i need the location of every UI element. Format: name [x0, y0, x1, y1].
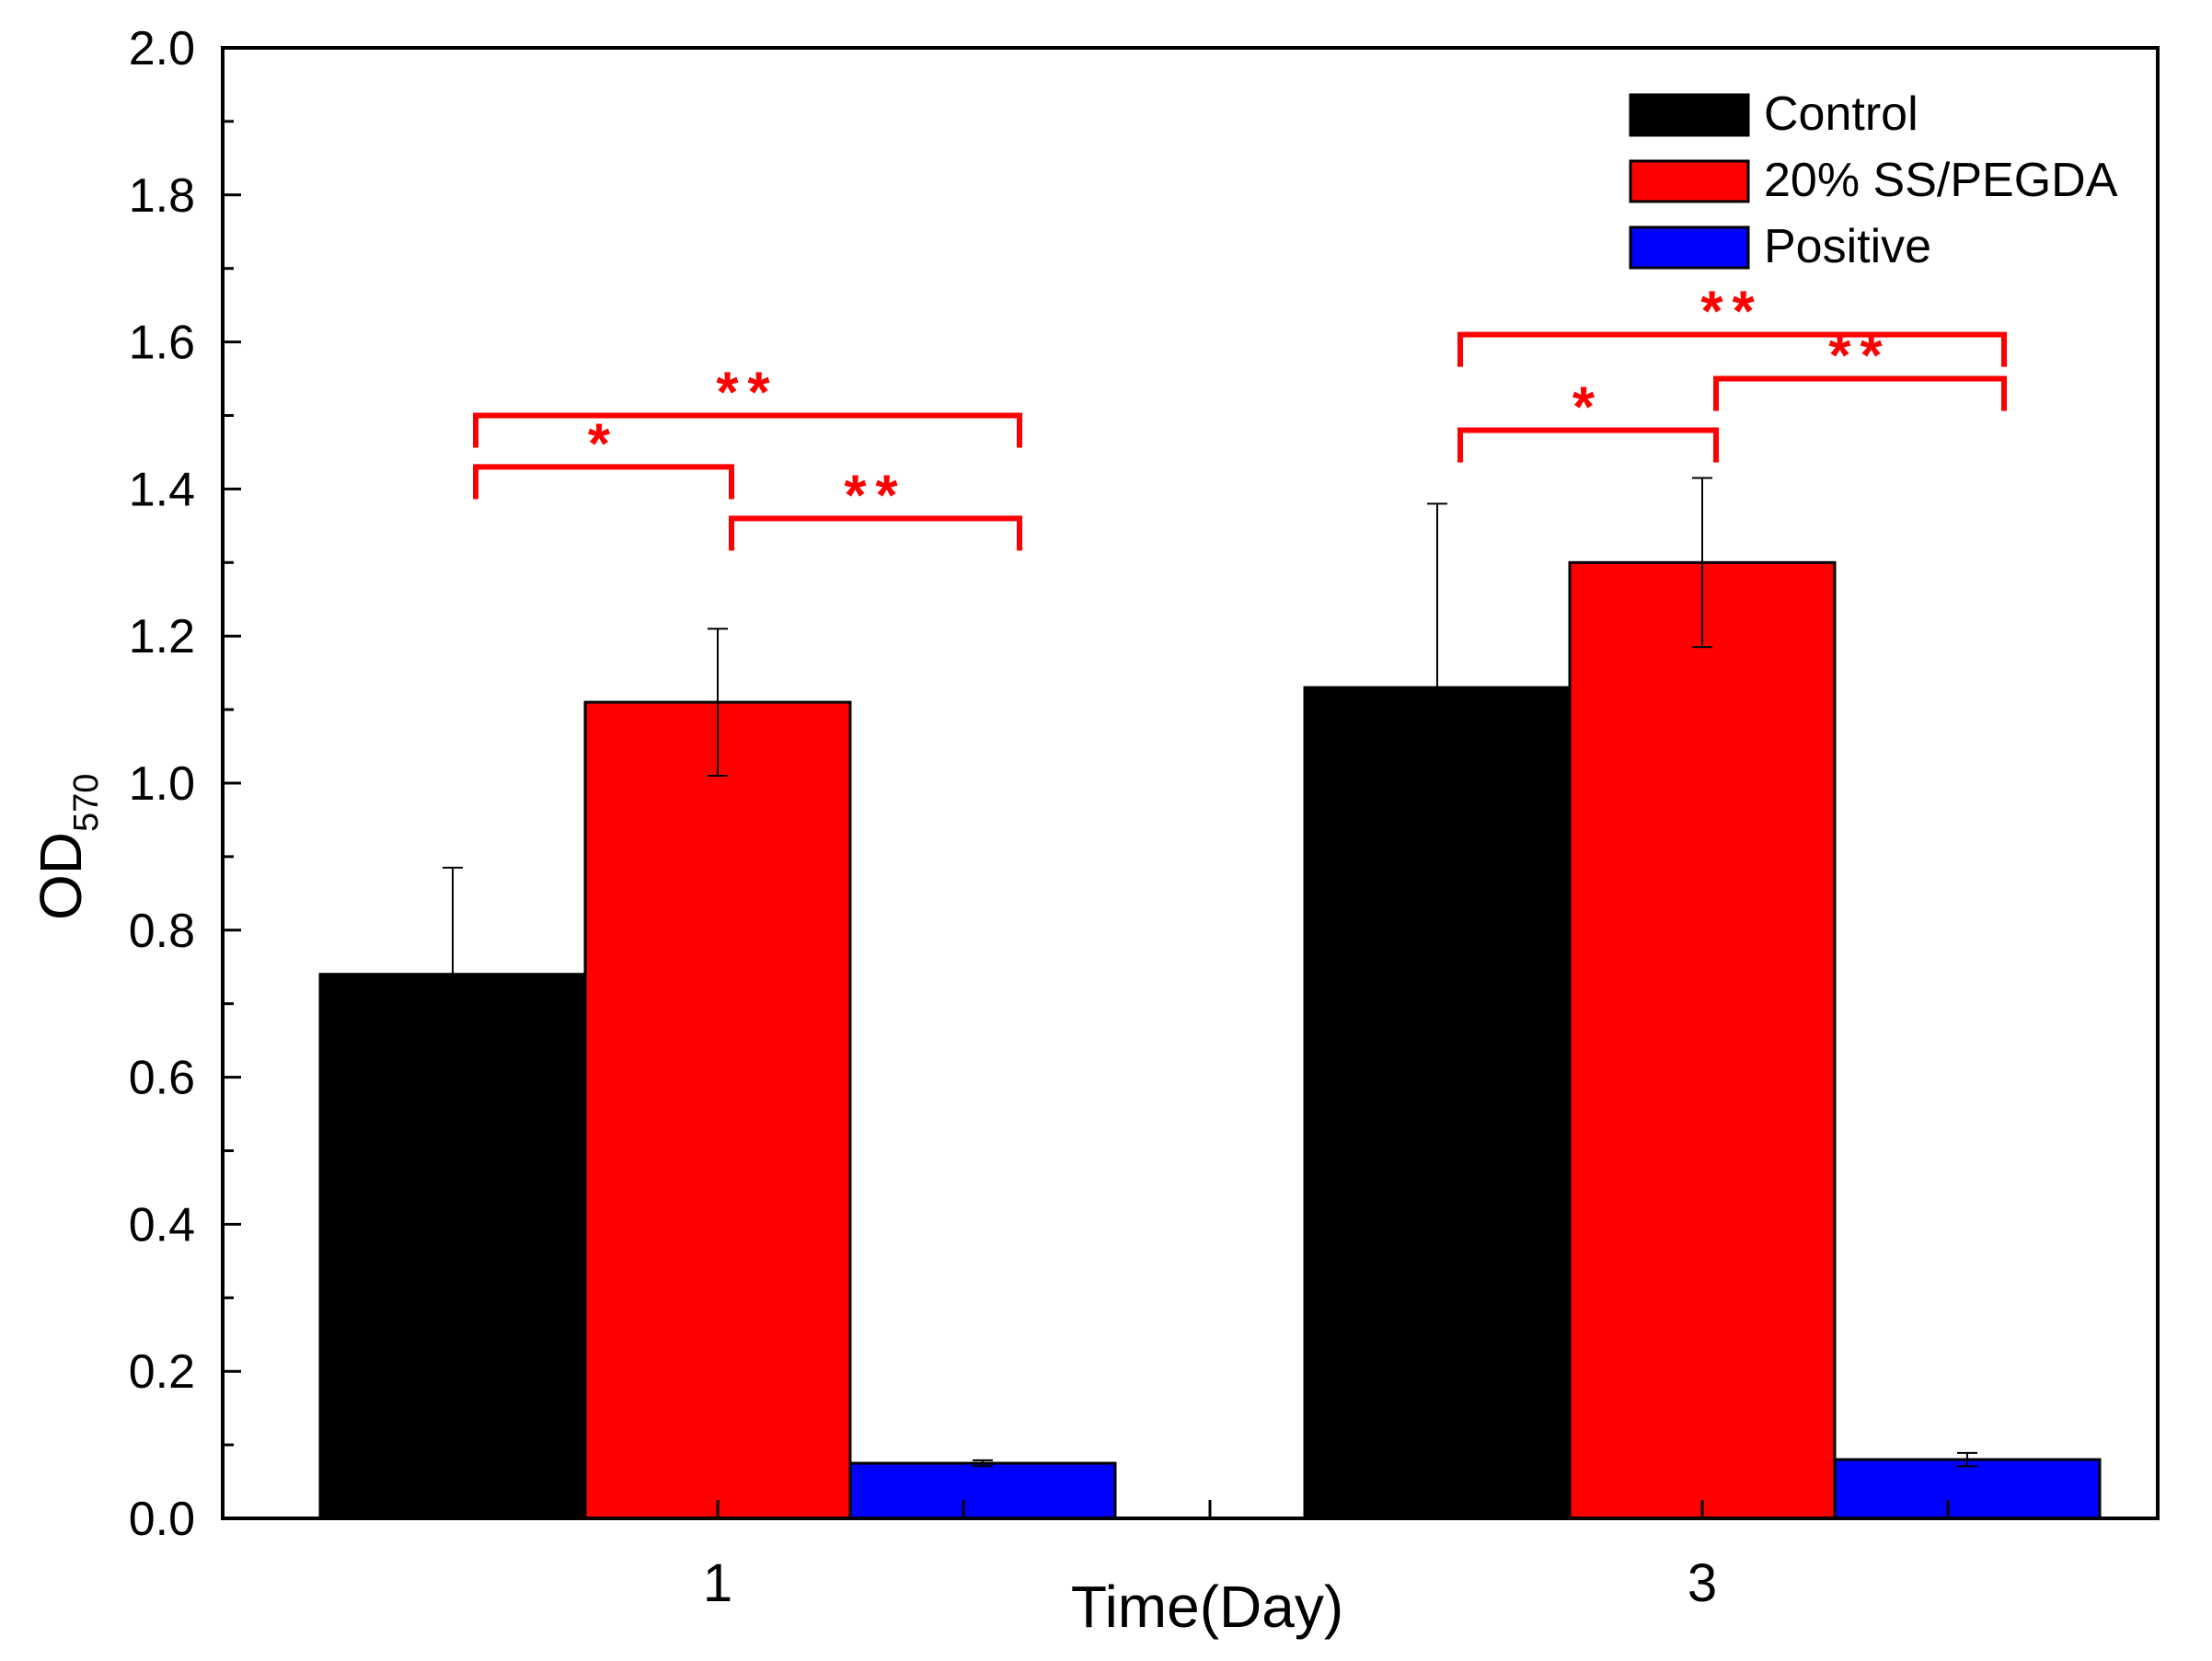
significance-label: **: [716, 362, 778, 425]
y-tick-label: 0.2: [129, 1345, 195, 1399]
y-axis-title: OD570: [28, 774, 106, 920]
legend-label: 20% SS/PEGDA: [1764, 154, 2118, 207]
y-tick-label: 0.4: [129, 1198, 195, 1252]
significance-label: **: [844, 464, 906, 527]
significance-label: **: [1828, 325, 1891, 388]
significance-label: *: [588, 412, 619, 476]
y-axis-title-main: OD: [28, 832, 94, 920]
bar-20-ss-pegda-day-3: [1568, 560, 1837, 1520]
significance-label: **: [1700, 281, 1763, 344]
legend-swatch: [1629, 159, 1750, 203]
x-tick-label: 1: [703, 1553, 732, 1613]
legend-label: Control: [1764, 87, 1918, 141]
significance-label: *: [1573, 375, 1604, 439]
significance-bracket-1: [473, 412, 1022, 448]
y-tick-label: 0.6: [129, 1052, 195, 1105]
bar-positive-day-1: [848, 1461, 1117, 1520]
legend-swatch: [1629, 93, 1750, 137]
y-tick-label: 0.8: [129, 905, 195, 958]
y-tick-label: 2.0: [129, 22, 195, 75]
y-tick-label: 1.8: [129, 169, 195, 223]
y-tick-label: 1.2: [129, 610, 195, 663]
y-tick-label: 1.4: [129, 463, 195, 516]
bar-positive-day-3: [1833, 1458, 2102, 1520]
x-axis-title: Time(Day): [1071, 1574, 1343, 1640]
y-tick-label: 1.6: [129, 317, 195, 370]
axes: 0.0 0.2 0.4 0.6 0.8 1.0 1.2 1.4 1.6 1.8 2.0 1 3 Time(…: [28, 22, 2160, 1640]
legend-label: Positive: [1764, 220, 1931, 273]
y-tick-label: 1.0: [129, 757, 195, 811]
legend: Control 20% SS/PEGDA Positive: [1629, 87, 2118, 273]
x-tick-label: 3: [1688, 1553, 1717, 1613]
significance-bracket-2: [729, 515, 1022, 551]
plot-area: **********: [318, 281, 2102, 1520]
significance-bracket-4: [1457, 331, 2007, 367]
significance-bracket-0: [473, 464, 734, 500]
bar-20-ss-pegda-day-1: [583, 700, 852, 1520]
legend-swatch: [1629, 225, 1750, 270]
y-tick-label: 0.0: [129, 1493, 195, 1546]
y-axis-title-subscript: 570: [67, 774, 106, 832]
significance-bracket-3: [1457, 427, 1719, 463]
significance-bracket-5: [1713, 375, 2007, 411]
